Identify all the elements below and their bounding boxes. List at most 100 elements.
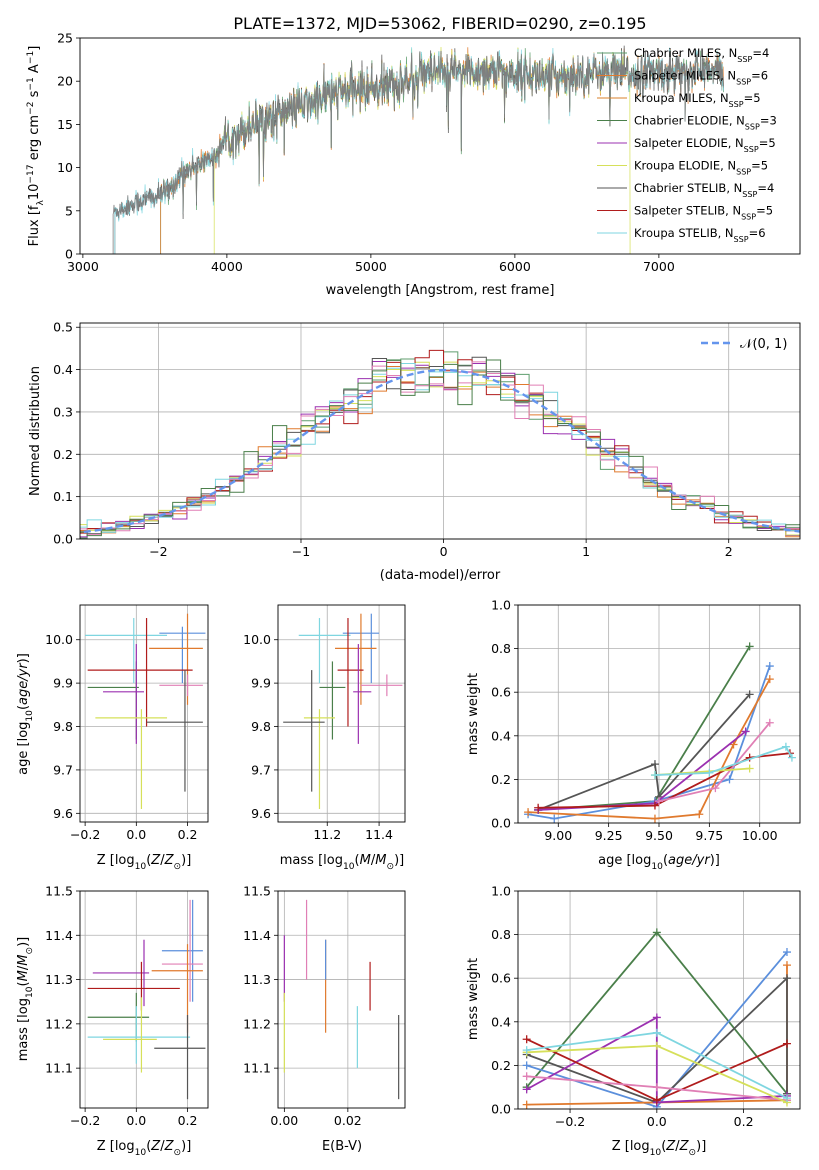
label-part: ( (146, 853, 151, 868)
label-part: SSP (736, 167, 751, 176)
weight-marker (787, 753, 796, 762)
x-tick-label: −1 (292, 544, 310, 559)
y-tick-label: 0.2 (491, 1058, 511, 1073)
plot-area (522, 928, 791, 1109)
label-part: 10 (25, 710, 35, 722)
x-tick-label: −0.2 (70, 1113, 100, 1128)
legend-entry: Salpeter STELIB, NSSP=5 (634, 204, 773, 222)
weight-series (528, 678, 771, 820)
label-part: Z [log (97, 1139, 135, 1154)
y-tick-label: 11.1 (45, 1061, 73, 1076)
label-part: =6 (749, 226, 766, 240)
axes-weight-vs-Z: −0.2 0.0 0.20.00.20.40.60.81.0Z [log10(Z/Z… (466, 884, 801, 1158)
weight-marker (652, 1028, 661, 1037)
label-part: 10 (135, 862, 147, 872)
y-tick-label: 9.6 (251, 806, 271, 821)
weight-series (538, 752, 791, 809)
weight-series (537, 693, 751, 811)
x-tick-label: 9.00 (544, 828, 572, 843)
histogram-series (80, 361, 800, 535)
label-part: ( (16, 981, 31, 986)
weight-marker (652, 1013, 661, 1022)
plot-area (524, 642, 796, 823)
legend-entry: Chabrier STELIB, NSSP=4 (634, 181, 774, 199)
axes-spectrum: 3000 4000 5000 6000 7000 0 5 10 15 20 25 wavelength… (26, 31, 801, 298)
spectrum-series (114, 47, 724, 254)
weight-marker (745, 764, 754, 773)
plot-area (85, 613, 206, 809)
y-tick-label: 9.7 (53, 762, 73, 777)
label-part: ( (355, 853, 360, 868)
plot-area (112, 45, 724, 254)
label-part: =3 (760, 114, 777, 128)
label-part: SSP (729, 100, 744, 109)
y-tick-label: 0.4 (53, 362, 73, 377)
x-tick-label: 0 (440, 544, 448, 559)
x-tick-label: 9.25 (595, 828, 623, 843)
x-tick-label: 0.00 (270, 1113, 298, 1128)
y-tick-label: 9.7 (251, 762, 271, 777)
legend-entry: Kroupa STELIB, NSSP=6 (634, 226, 766, 244)
y-tick-label: 1.0 (491, 598, 511, 613)
y-tick-label: 0.5 (53, 320, 73, 335)
label-part: / (371, 853, 376, 868)
weight-marker (522, 1061, 531, 1070)
weight-marker (711, 784, 720, 793)
weight-marker (745, 690, 754, 699)
weight-marker (782, 1094, 791, 1103)
y-tick-label: 0.0 (53, 532, 73, 547)
x-tick-label: 2 (725, 544, 733, 559)
y-tick-label: 0.2 (53, 447, 73, 462)
y-tick-label: 15 (57, 117, 73, 132)
label-part: 10 (25, 986, 35, 998)
x-axis-label: mass [log10(M/M⊙)] (280, 853, 404, 872)
x-tick-label: 0.0 (126, 1113, 146, 1128)
label-part: ⊙ (174, 862, 182, 872)
label-part: Chabrier STELIB, N (634, 181, 742, 195)
x-tick-label: 0.2 (734, 1114, 754, 1129)
x-tick-label: 9.75 (695, 828, 723, 843)
x-tick-label: −2 (149, 544, 167, 559)
label-part: ( (661, 1139, 666, 1154)
x-axis-label: E(B-V) (322, 1139, 362, 1154)
x-axis-label: wavelength [Angstrom, rest frame] (326, 283, 555, 298)
y-tick-label: 0.4 (491, 1014, 511, 1029)
x-tick-label: −0.2 (70, 827, 100, 842)
label-part: age/yr (16, 662, 31, 705)
label-part: Chabrier ELODIE, N (634, 114, 745, 128)
legend-entry: Chabrier ELODIE, NSSP=3 (634, 114, 777, 132)
x-tick-label: 1 (582, 544, 590, 559)
y-axis-label: Flux [fλ10−17 erg cm−2 s−1 A−1] (26, 46, 46, 247)
label-part: Salpeter STELIB, N (634, 204, 741, 218)
y-tick-label: 0.2 (491, 772, 511, 787)
y-tick-label: 0.4 (491, 728, 511, 743)
weight-marker (650, 814, 659, 823)
label-part: age/yr (668, 853, 711, 868)
legend: 𝒩(0, 1) (701, 337, 787, 352)
y-axis-label: mass weight (466, 958, 481, 1040)
plot-area (283, 899, 400, 1100)
label-part: SSP (742, 190, 757, 199)
label-part: / (675, 1139, 680, 1154)
x-axis-label: (data-model)/error (380, 568, 501, 583)
x-tick-label: 3000 (67, 259, 99, 274)
label-part: Z (164, 1139, 175, 1154)
y-tick-label: 10.0 (45, 632, 73, 647)
weight-marker (652, 1083, 661, 1092)
y-tick-label: 11.4 (45, 928, 73, 943)
y-tick-label: 1.0 (491, 884, 511, 899)
y-tick-label: 0.8 (491, 927, 511, 942)
label-part: Z [log (97, 853, 135, 868)
weight-marker (522, 1072, 531, 1081)
label-part: M (16, 955, 31, 966)
label-part: age [log (16, 722, 31, 775)
label-part: ] (27, 46, 42, 51)
y-tick-label: 0.3 (53, 404, 73, 419)
label-part: / (16, 965, 31, 970)
label-part: −1 (26, 77, 36, 90)
label-part: )] (696, 1139, 706, 1154)
label-part: Kroupa MILES, N (634, 91, 729, 105)
label-part: −2 (26, 102, 36, 115)
